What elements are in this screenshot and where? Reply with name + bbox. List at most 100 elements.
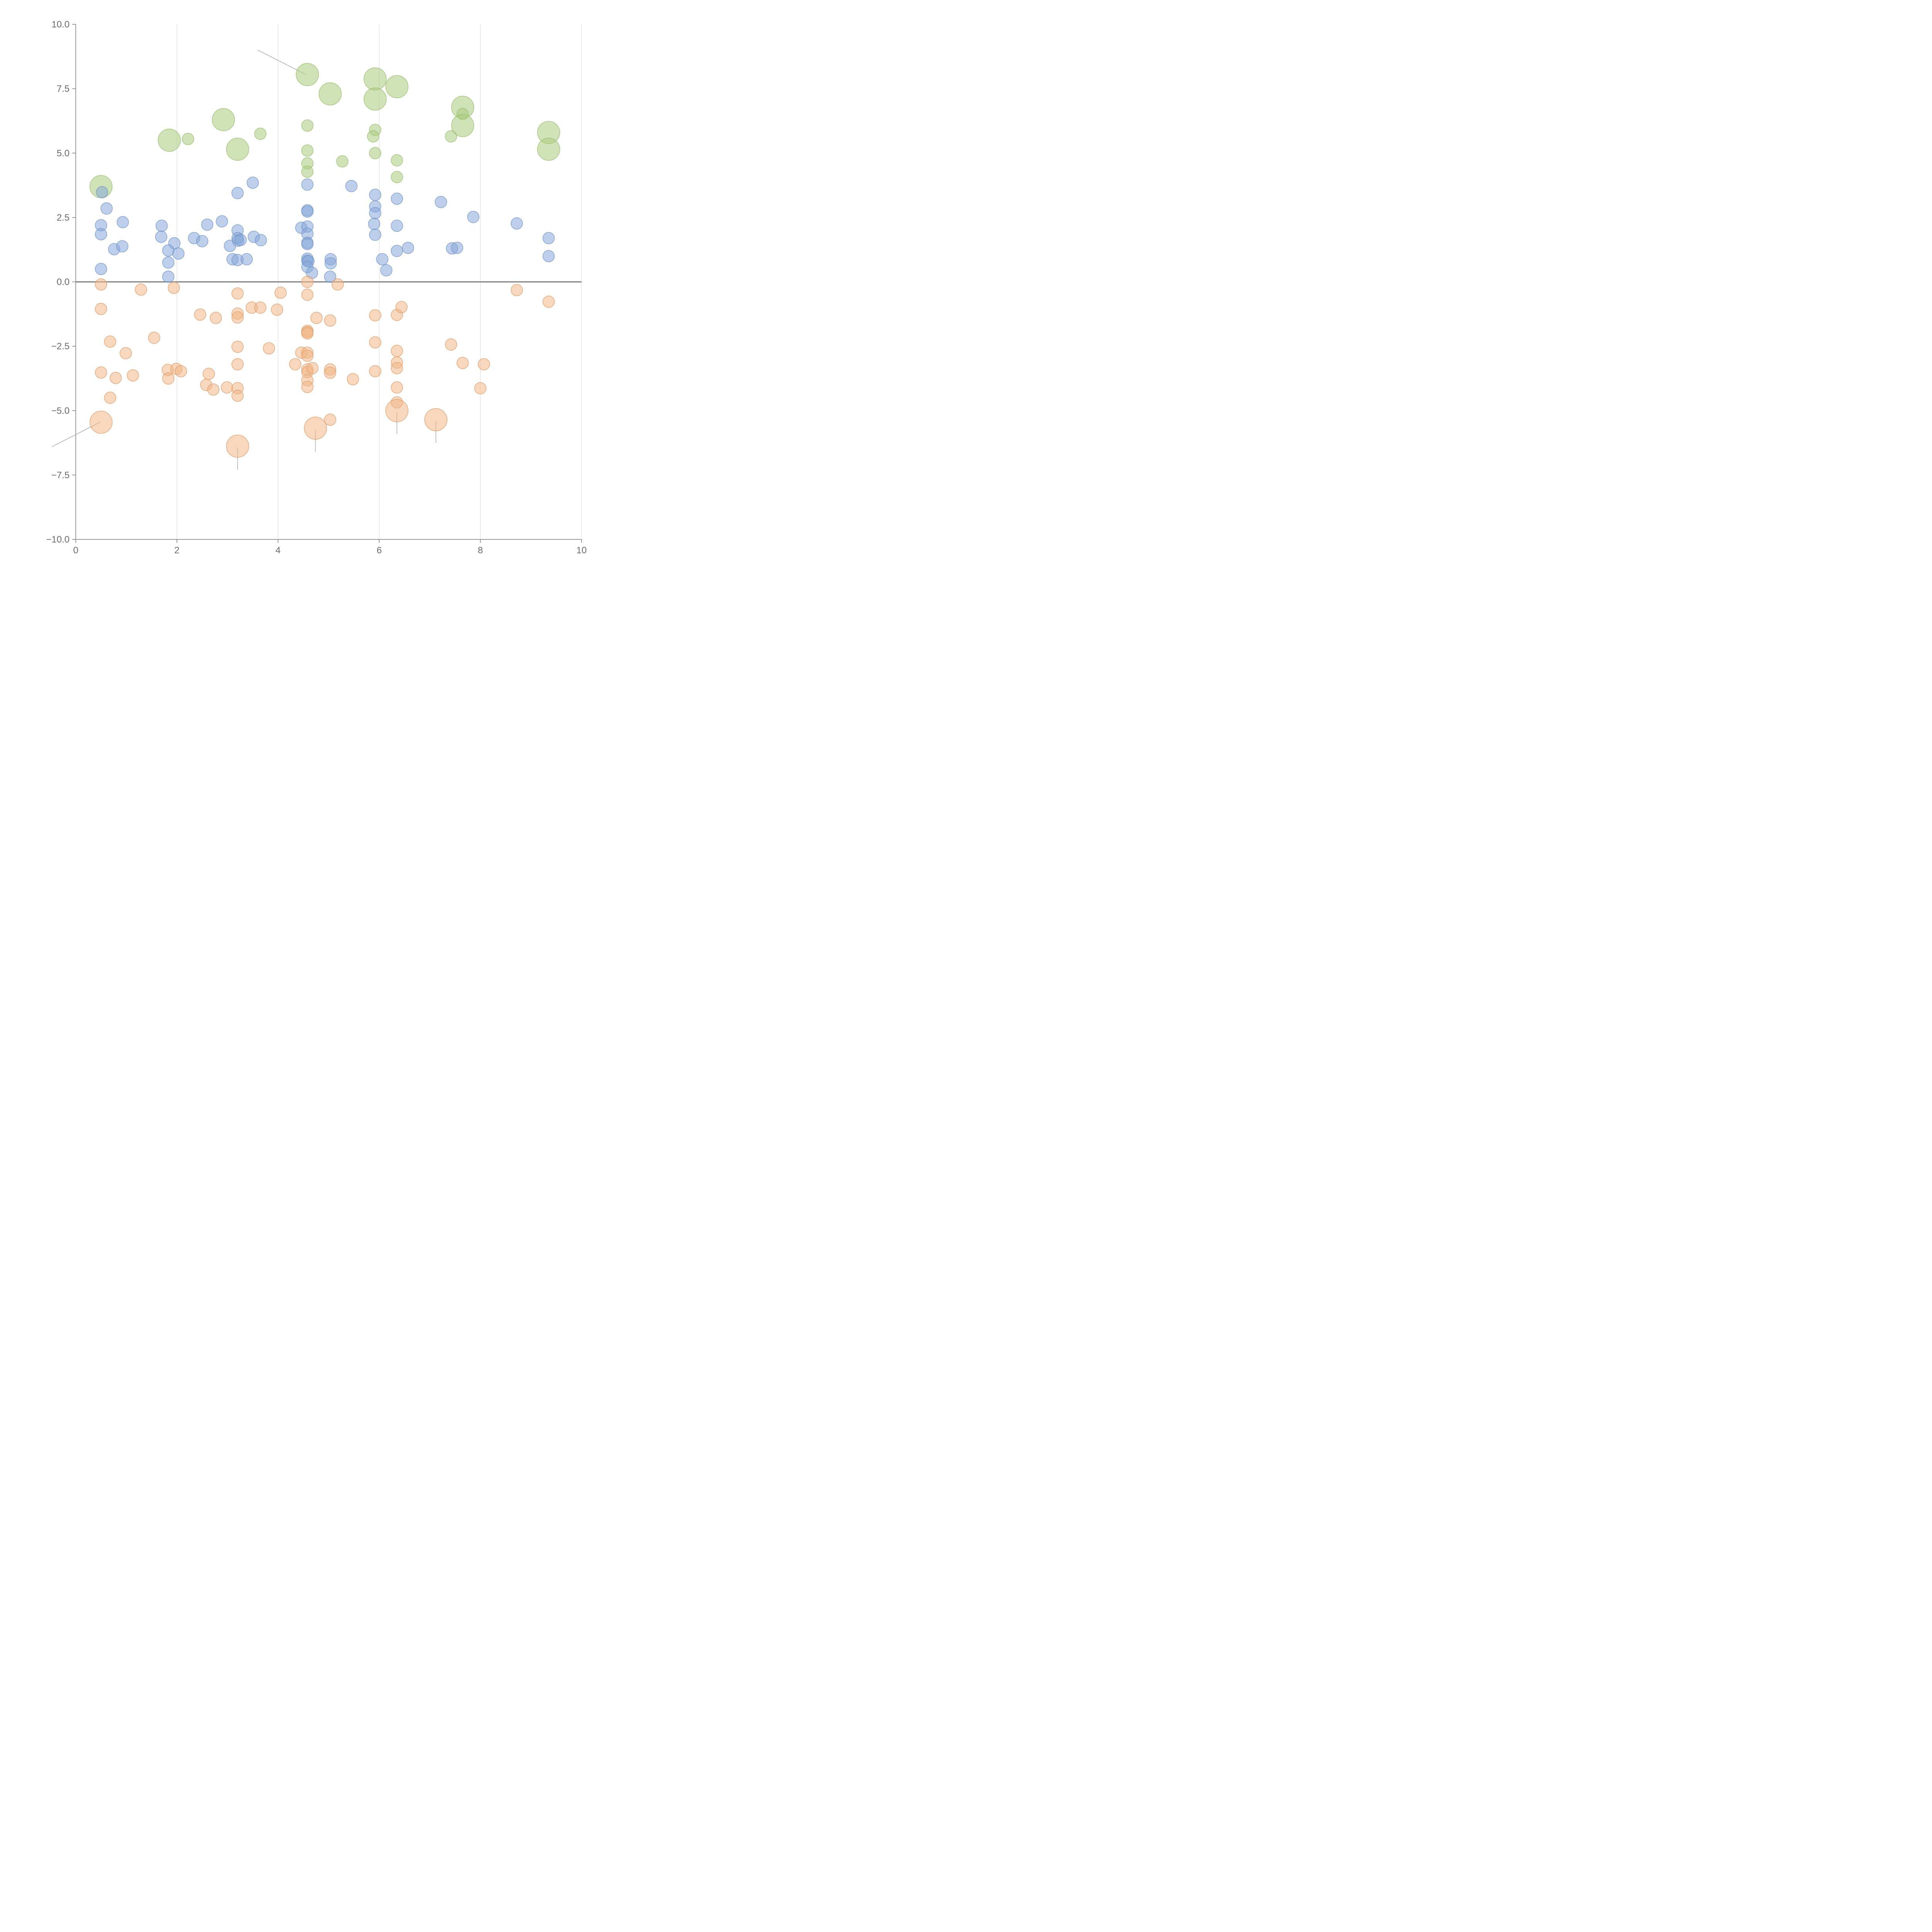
data-point-blue: [155, 219, 168, 232]
data-point-orange: [274, 286, 287, 299]
data-point-blue: [116, 240, 129, 253]
series-green: [89, 63, 560, 198]
data-point-orange: [478, 358, 490, 371]
data-point-orange: [221, 381, 233, 394]
x-tick-label: 8: [478, 545, 483, 556]
series-blue: [95, 177, 555, 283]
data-point-orange: [135, 283, 147, 296]
data-point-blue: [510, 217, 523, 230]
data-point-blue: [116, 216, 129, 228]
bubble-chart: 0 2 4 6 8 10 10.0 7.5 5.0 2.5 0.0 −2.5 −5.0 −7.5 −10.0: [46, 19, 587, 556]
data-point-blue: [543, 232, 555, 244]
data-point-blue: [234, 234, 247, 246]
axes: 0 2 4 6 8 10 10.0 7.5 5.0 2.5 0.0 −2.5 −5.0 −7.5 −10.0: [46, 19, 587, 556]
data-point-green: [226, 138, 249, 161]
data-point-blue: [391, 245, 403, 257]
data-point-blue: [301, 178, 314, 191]
data-point-orange: [148, 332, 160, 344]
data-point-blue: [301, 205, 314, 218]
data-point-orange: [202, 367, 215, 380]
y-tick-label: −10.0: [46, 534, 70, 545]
data-point-orange: [301, 381, 314, 393]
data-point-orange: [424, 408, 447, 431]
data-point-blue: [301, 238, 314, 250]
data-point-blue: [162, 244, 175, 257]
data-point-orange: [254, 301, 267, 314]
x-tick-label: 4: [276, 545, 281, 556]
data-point-blue: [155, 231, 167, 243]
data-point-blue: [368, 218, 381, 230]
data-point-orange: [104, 391, 116, 404]
data-point-green: [301, 119, 314, 132]
data-point-orange: [263, 342, 275, 355]
data-point-orange: [369, 336, 381, 349]
data-point-green: [336, 155, 349, 168]
data-point-green: [182, 133, 194, 145]
data-point-orange: [332, 278, 344, 291]
data-point-blue: [240, 253, 253, 265]
data-point-blue: [467, 211, 480, 223]
data-point-green: [296, 63, 319, 86]
data-point-blue: [231, 187, 244, 199]
data-point-orange: [310, 312, 323, 324]
y-tick-label: 5.0: [57, 148, 70, 158]
data-point-orange: [95, 366, 107, 379]
data-point-orange: [456, 357, 469, 369]
data-point-blue: [369, 189, 381, 201]
x-tick-label: 0: [73, 545, 78, 556]
data-point-orange: [301, 350, 314, 362]
data-point-orange: [162, 372, 175, 385]
data-point-blue: [95, 228, 107, 240]
data-point-orange: [301, 289, 314, 301]
data-point-orange: [95, 278, 107, 291]
data-point-orange: [226, 434, 249, 458]
data-point-orange: [231, 311, 244, 324]
data-point-orange: [231, 389, 244, 402]
data-point-orange: [301, 276, 314, 288]
data-point-blue: [543, 250, 555, 262]
data-point-orange: [194, 308, 206, 321]
data-point-orange: [95, 303, 107, 315]
y-tick-label: 10.0: [51, 19, 70, 30]
data-point-orange: [89, 410, 113, 434]
data-point-blue: [96, 186, 108, 199]
data-point-blue: [391, 192, 403, 205]
data-point-green: [451, 114, 474, 137]
data-point-green: [391, 154, 403, 167]
data-point-orange: [391, 381, 403, 394]
data-point-blue: [369, 207, 381, 219]
data-point-orange: [510, 284, 523, 296]
data-point-orange: [474, 382, 486, 395]
data-point-green: [537, 138, 560, 161]
data-point-orange: [231, 287, 244, 300]
data-point-orange: [104, 335, 116, 348]
data-point-orange: [301, 327, 314, 340]
data-point-orange: [324, 314, 337, 327]
data-point-orange: [445, 338, 457, 351]
data-point-blue: [402, 242, 414, 254]
data-point-blue: [451, 242, 463, 254]
data-point-orange: [385, 399, 408, 422]
data-point-blue: [324, 270, 337, 283]
data-point-orange: [324, 413, 337, 426]
x-tick-label: 10: [577, 545, 587, 556]
data-point-blue: [369, 228, 381, 241]
data-point-orange: [207, 383, 219, 396]
data-point-blue: [376, 253, 389, 265]
data-point-blue: [95, 263, 107, 275]
data-point-blue: [162, 270, 175, 283]
data-point-orange: [369, 365, 381, 378]
data-point-green: [158, 129, 181, 152]
data-point-blue: [196, 235, 208, 247]
data-point-orange: [231, 340, 244, 353]
data-point-green: [385, 75, 408, 99]
data-point-blue: [216, 215, 228, 228]
data-point-orange: [231, 358, 244, 371]
data-point-orange: [119, 347, 132, 359]
data-point-orange: [347, 373, 359, 386]
data-point-blue: [100, 202, 113, 215]
data-point-orange: [127, 369, 139, 382]
x-tick-label: 6: [377, 545, 382, 556]
data-point-orange: [543, 296, 555, 308]
data-point-green: [369, 147, 381, 159]
